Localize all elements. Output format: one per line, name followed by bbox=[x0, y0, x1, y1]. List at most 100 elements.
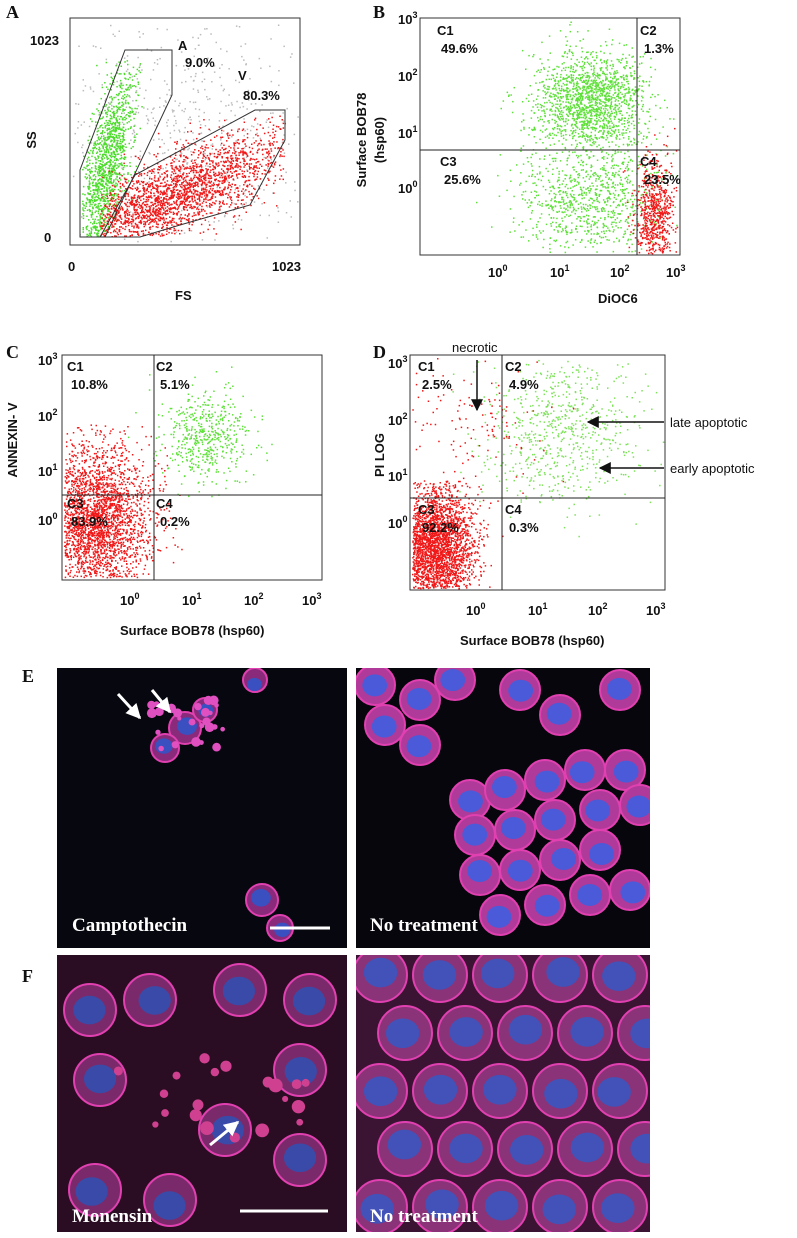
dot bbox=[89, 211, 91, 213]
dot bbox=[83, 186, 85, 188]
dot bbox=[586, 141, 588, 143]
dot bbox=[523, 127, 525, 129]
dot bbox=[618, 121, 620, 123]
dot bbox=[111, 170, 113, 172]
dot bbox=[554, 114, 556, 116]
dot bbox=[525, 69, 527, 71]
dot bbox=[139, 159, 141, 161]
dot bbox=[622, 54, 624, 56]
dot bbox=[588, 156, 590, 158]
dot bbox=[158, 166, 160, 168]
dot bbox=[145, 90, 147, 92]
dot bbox=[549, 66, 551, 68]
dot bbox=[113, 34, 115, 36]
dot bbox=[602, 147, 604, 149]
dot bbox=[201, 162, 203, 164]
dot bbox=[560, 80, 562, 82]
dot bbox=[183, 146, 185, 148]
dot bbox=[105, 106, 107, 108]
dot bbox=[540, 116, 542, 118]
dot bbox=[119, 118, 121, 120]
dot bbox=[249, 163, 251, 165]
dot bbox=[283, 156, 285, 158]
dot bbox=[110, 111, 112, 113]
dot bbox=[294, 181, 296, 183]
dot bbox=[127, 60, 129, 62]
dot bbox=[581, 47, 583, 49]
dot bbox=[214, 137, 216, 139]
dot bbox=[235, 140, 237, 142]
dot bbox=[180, 156, 182, 158]
dot bbox=[96, 190, 98, 192]
dot bbox=[177, 176, 179, 178]
dot bbox=[166, 230, 168, 232]
dot bbox=[246, 212, 248, 214]
dot bbox=[86, 161, 88, 163]
dot bbox=[183, 161, 185, 163]
dot bbox=[104, 205, 106, 207]
dot bbox=[230, 171, 232, 173]
dot bbox=[176, 168, 178, 170]
dot bbox=[236, 175, 238, 177]
dot bbox=[626, 78, 628, 80]
dot bbox=[162, 224, 164, 226]
dot bbox=[124, 74, 126, 76]
dot bbox=[94, 194, 96, 196]
dot bbox=[166, 122, 168, 124]
dot bbox=[556, 77, 558, 79]
dot bbox=[641, 96, 643, 98]
dot bbox=[93, 222, 95, 224]
dot bbox=[584, 82, 586, 84]
dot bbox=[229, 196, 231, 198]
dot bbox=[136, 189, 138, 191]
dot bbox=[244, 130, 246, 132]
dot bbox=[181, 210, 183, 212]
dot bbox=[96, 108, 98, 110]
dot bbox=[209, 155, 211, 157]
dot bbox=[261, 140, 263, 142]
dot bbox=[127, 94, 129, 96]
dot bbox=[107, 175, 109, 177]
dot bbox=[92, 208, 94, 210]
dot bbox=[210, 192, 212, 194]
dot bbox=[613, 127, 615, 129]
dot bbox=[644, 123, 646, 125]
dot bbox=[228, 182, 230, 184]
dot bbox=[278, 147, 280, 149]
dot bbox=[638, 134, 640, 136]
dot bbox=[591, 115, 593, 117]
dot bbox=[126, 114, 128, 116]
dot bbox=[596, 122, 598, 124]
dot bbox=[95, 46, 97, 48]
dot bbox=[140, 200, 142, 202]
dot bbox=[105, 113, 107, 115]
dot bbox=[632, 100, 634, 102]
dot bbox=[244, 135, 246, 137]
dot bbox=[201, 140, 203, 142]
dot bbox=[224, 120, 226, 122]
dot bbox=[552, 114, 554, 116]
dot bbox=[151, 189, 153, 191]
dot bbox=[214, 175, 216, 177]
dot bbox=[544, 91, 546, 93]
dot bbox=[107, 122, 109, 124]
dot bbox=[143, 182, 145, 184]
dot bbox=[234, 153, 236, 155]
dot bbox=[170, 204, 172, 206]
dot bbox=[206, 28, 208, 30]
dot bbox=[242, 130, 244, 132]
dot bbox=[220, 206, 222, 208]
dot bbox=[92, 206, 94, 208]
dot bbox=[172, 180, 174, 182]
dot bbox=[211, 160, 213, 162]
dot bbox=[120, 150, 122, 152]
dot bbox=[177, 178, 179, 180]
dot bbox=[126, 179, 128, 181]
dot bbox=[77, 127, 79, 129]
dot bbox=[576, 59, 578, 61]
dot bbox=[193, 215, 195, 217]
dot bbox=[112, 189, 114, 191]
dot bbox=[166, 210, 168, 212]
dot bbox=[634, 70, 636, 72]
dot bbox=[195, 202, 197, 204]
